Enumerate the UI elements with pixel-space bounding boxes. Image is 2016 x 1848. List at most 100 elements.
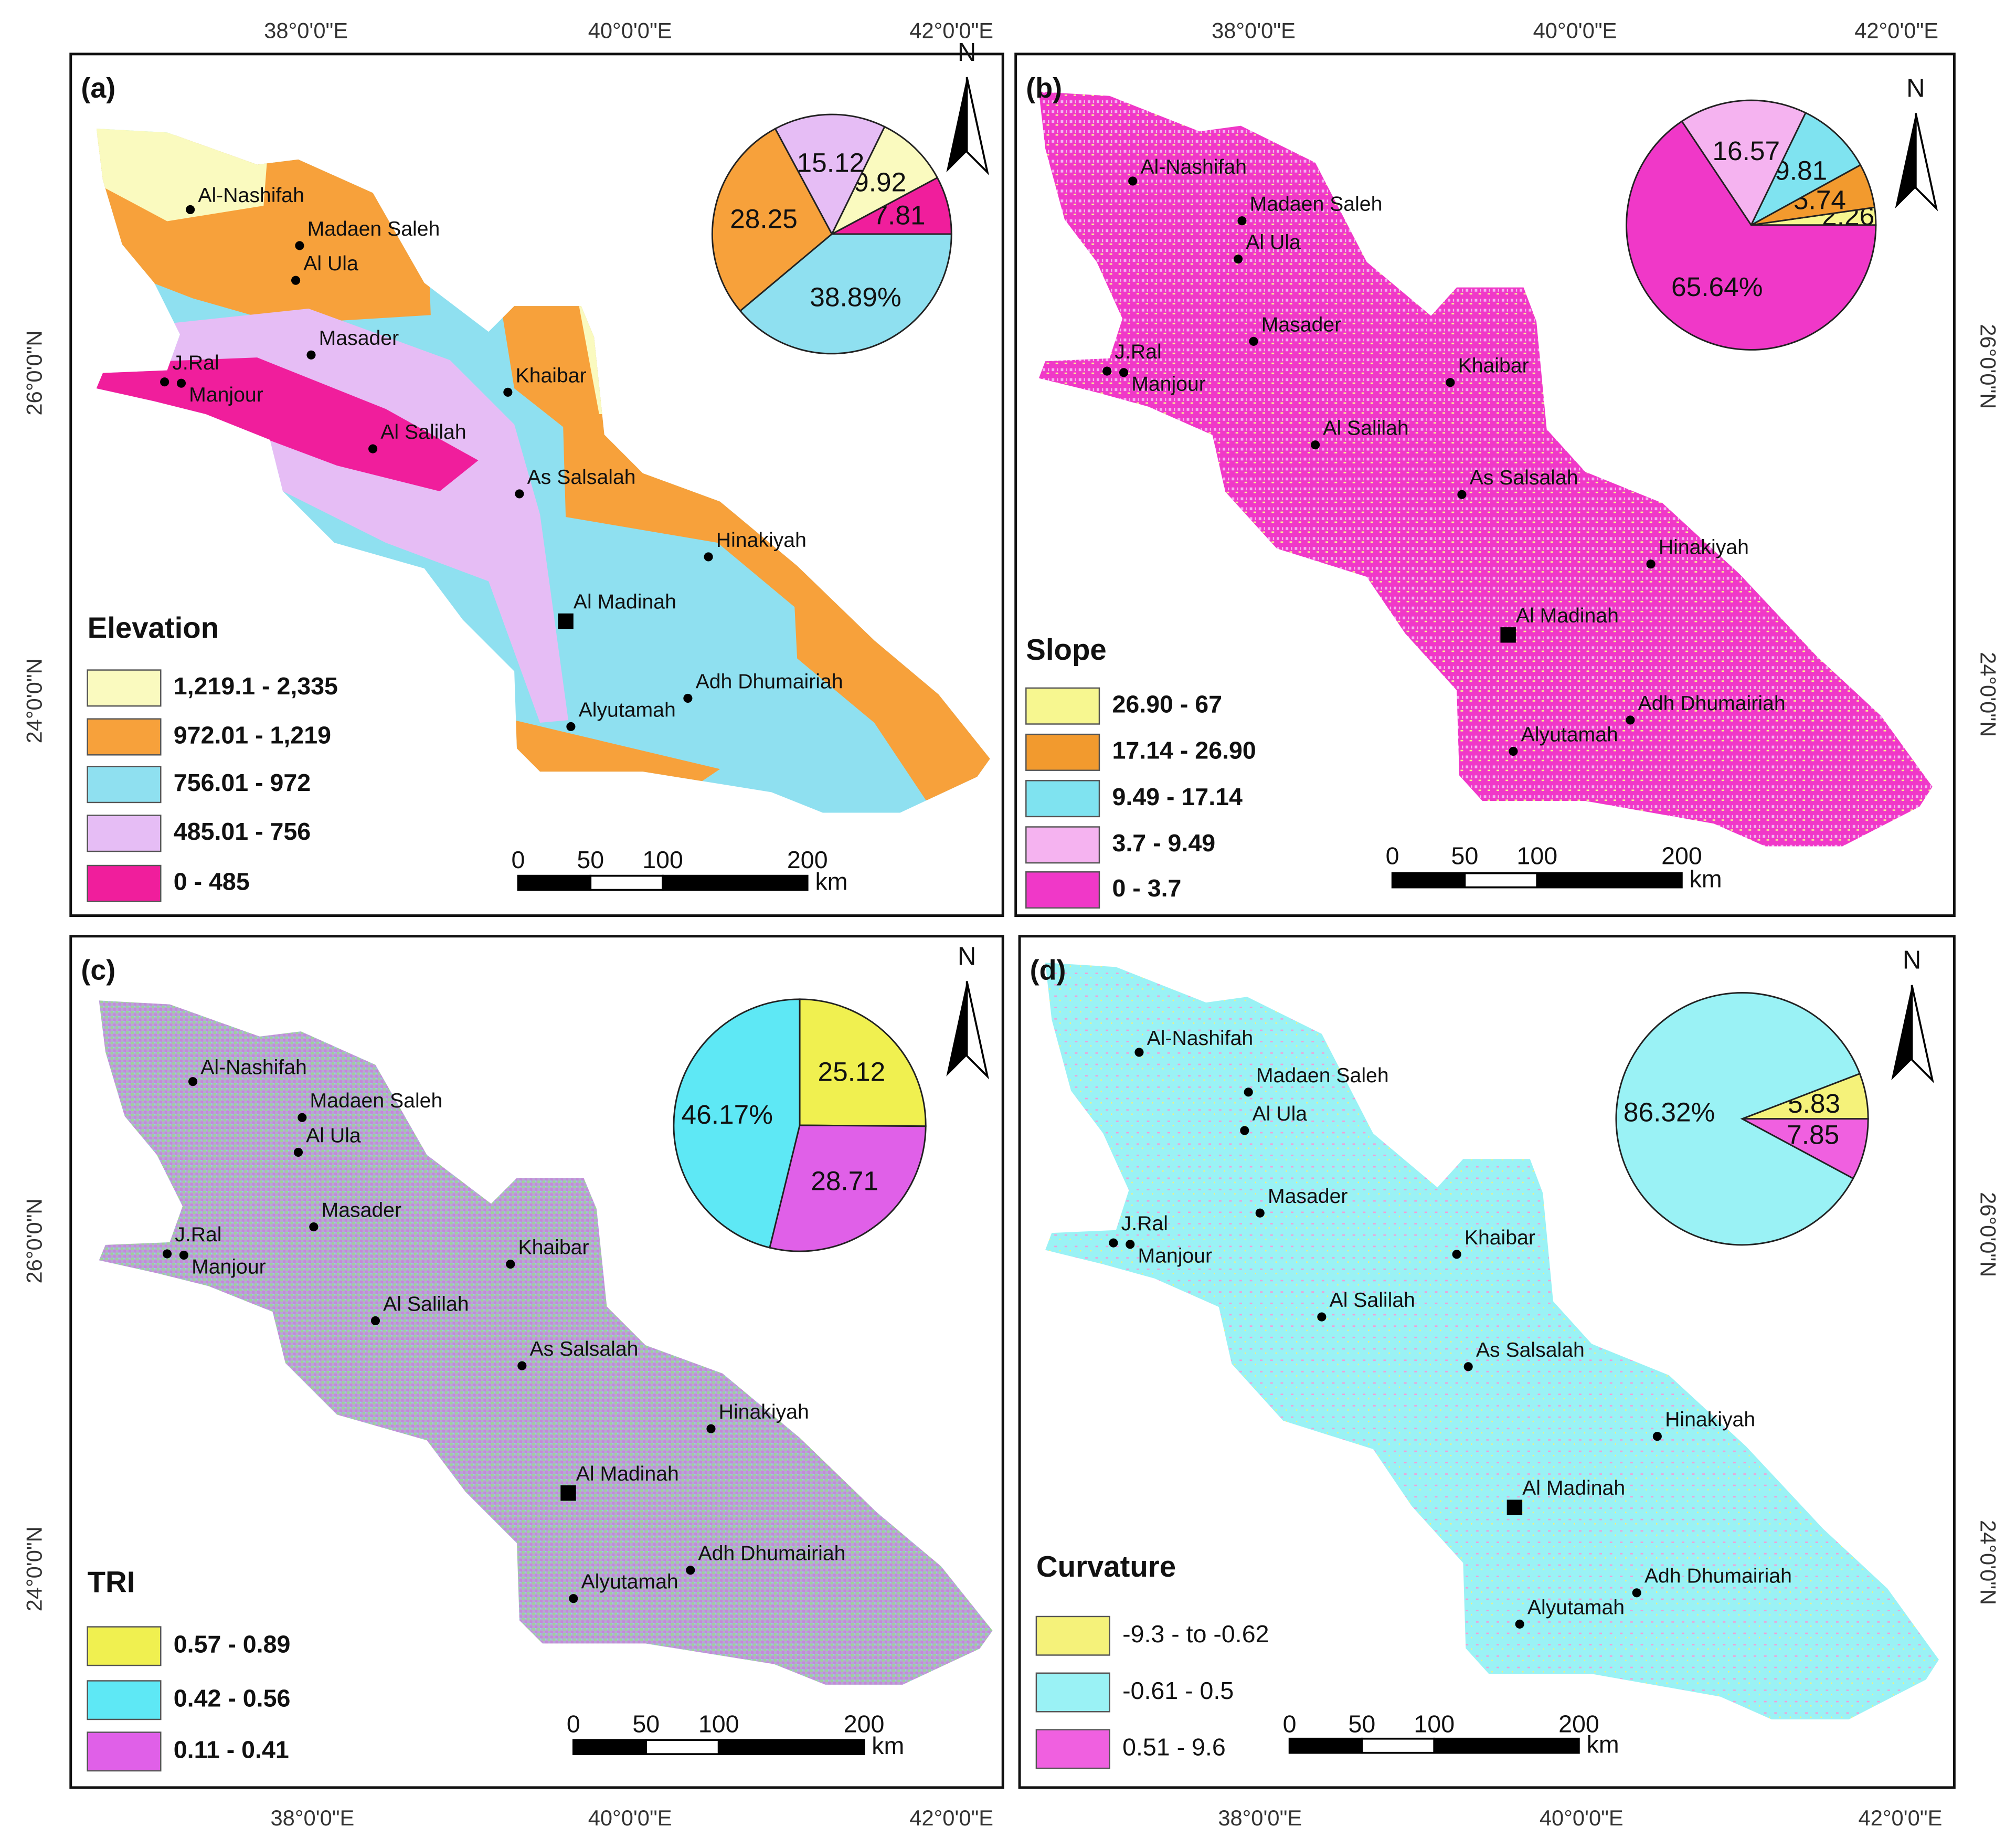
longitude-label: 38°0'0"E: [1218, 1805, 1302, 1830]
town-label: Adh Dhumairiah: [696, 670, 843, 693]
scale-segment: [662, 874, 809, 891]
town-label: Alyutamah: [579, 699, 676, 721]
scale-label: 100: [1516, 842, 1557, 870]
town-marker: [1311, 440, 1320, 450]
town-marker: [1234, 255, 1243, 264]
legend-swatch: [1025, 687, 1100, 725]
town-label: Khaibar: [1458, 355, 1529, 377]
latitude-label: 24°0'0"N: [22, 658, 47, 743]
town-marker: [1509, 746, 1518, 756]
town-marker: [1506, 1499, 1523, 1515]
scale-unit: km: [1690, 865, 1722, 893]
map-region: [99, 1000, 993, 1685]
panel-label: (c): [81, 955, 115, 986]
town-marker: [503, 387, 513, 397]
town-label: Madaen Saleh: [310, 1090, 443, 1112]
latitude-label: 24°0'0"N: [1976, 652, 2001, 737]
town-label: Al Ula: [303, 252, 358, 275]
town-marker: [1463, 1362, 1473, 1371]
legend-title: Curvature: [1036, 1550, 1176, 1583]
pie-label: 15.12: [797, 147, 865, 177]
legend-label: 9.49 - 17.14: [1112, 783, 1243, 810]
longitude-label: 40°0'0"E: [588, 1805, 672, 1830]
scale-label: 100: [698, 1710, 739, 1738]
scale-segment: [572, 1739, 648, 1755]
town-label: Al Madinah: [1516, 605, 1619, 627]
town-label: Al Madinah: [576, 1463, 679, 1485]
town-label: Al Madinah: [1522, 1477, 1625, 1499]
legend-swatch: [87, 864, 162, 902]
town-label: Khaibar: [518, 1237, 589, 1259]
town-label: As Salsalah: [1470, 467, 1578, 489]
pie-slice: [1749, 112, 1862, 227]
town-label: J.Ral: [172, 352, 219, 374]
longitude-label: 38°0'0"E: [264, 18, 348, 43]
north-arrow: [965, 77, 989, 176]
town-marker: [186, 205, 195, 214]
town-label: Manjour: [1138, 1245, 1212, 1268]
north-arrow: [965, 981, 989, 1080]
longitude-label: 40°0'0"E: [588, 18, 672, 43]
pie-slice: [769, 1124, 927, 1252]
town-marker: [1102, 366, 1112, 376]
scale-label: 0: [512, 846, 525, 873]
north-arrow: [1915, 113, 1938, 212]
town-marker: [1237, 216, 1247, 226]
scale-label: 50: [577, 846, 604, 873]
town-marker: [558, 613, 574, 629]
town-marker: [1632, 1588, 1641, 1598]
town-label: Khaibar: [1465, 1227, 1535, 1249]
town-marker: [1126, 1240, 1135, 1249]
town-label: Al Salilah: [380, 421, 466, 443]
legend-label: 26.90 - 67: [1112, 690, 1222, 717]
north-label: N: [1903, 946, 1921, 975]
scale-label: 0: [1283, 1710, 1297, 1738]
town-label: J.Ral: [1115, 341, 1161, 363]
pie-slice: [711, 128, 833, 312]
town-marker: [1119, 368, 1129, 377]
panel-label: (a): [81, 72, 115, 104]
scale-segment: [517, 874, 592, 891]
town-label: Al-Nashifah: [1147, 1027, 1254, 1050]
town-marker: [1446, 378, 1455, 387]
town-marker: [176, 378, 186, 388]
town-label: Manjour: [189, 384, 263, 406]
legend-swatch: [1025, 780, 1100, 818]
pie-label: 38.89%: [810, 282, 901, 312]
latitude-label: 26°0'0"N: [1976, 1192, 2001, 1277]
town-marker: [683, 693, 693, 703]
scale-label: 0: [1386, 842, 1399, 870]
town-marker: [1109, 1238, 1118, 1248]
town-marker: [1134, 1048, 1144, 1057]
north-label: N: [958, 38, 976, 67]
latitude-label: 24°0'0"N: [1976, 1520, 2001, 1605]
pie-label: 28.25: [730, 204, 798, 234]
pie-label: 25.12: [818, 1056, 886, 1086]
town-label: As Salsalah: [530, 1338, 639, 1360]
town-label: Alyutamah: [1521, 723, 1618, 746]
north-label: N: [1906, 74, 1925, 102]
town-marker: [188, 1077, 198, 1086]
town-marker: [370, 1316, 380, 1325]
scale-segment: [1433, 1737, 1580, 1754]
legend-label: 485.01 - 756: [174, 818, 311, 845]
panel-label: (b): [1026, 72, 1062, 104]
scale-label: 100: [1414, 1710, 1455, 1738]
town-label: As Salsalah: [1476, 1339, 1585, 1361]
town-label: Manjour: [192, 1255, 266, 1278]
town-marker: [160, 377, 169, 387]
longitude-label: 42°0'0"E: [1854, 18, 1938, 43]
longitude-label: 38°0'0"E: [1212, 18, 1296, 43]
town-marker: [569, 1594, 578, 1603]
town-label: Masader: [1261, 313, 1341, 336]
town-label: Madaen Saleh: [307, 218, 440, 240]
town-label: Hinakiyah: [1665, 1409, 1755, 1431]
legend-title: TRI: [88, 1566, 135, 1599]
town-marker: [704, 552, 713, 562]
town-marker: [179, 1250, 188, 1260]
town-label: Al-Nashifah: [1140, 156, 1247, 178]
town-marker: [291, 276, 301, 285]
town-label: J.Ral: [175, 1223, 221, 1246]
